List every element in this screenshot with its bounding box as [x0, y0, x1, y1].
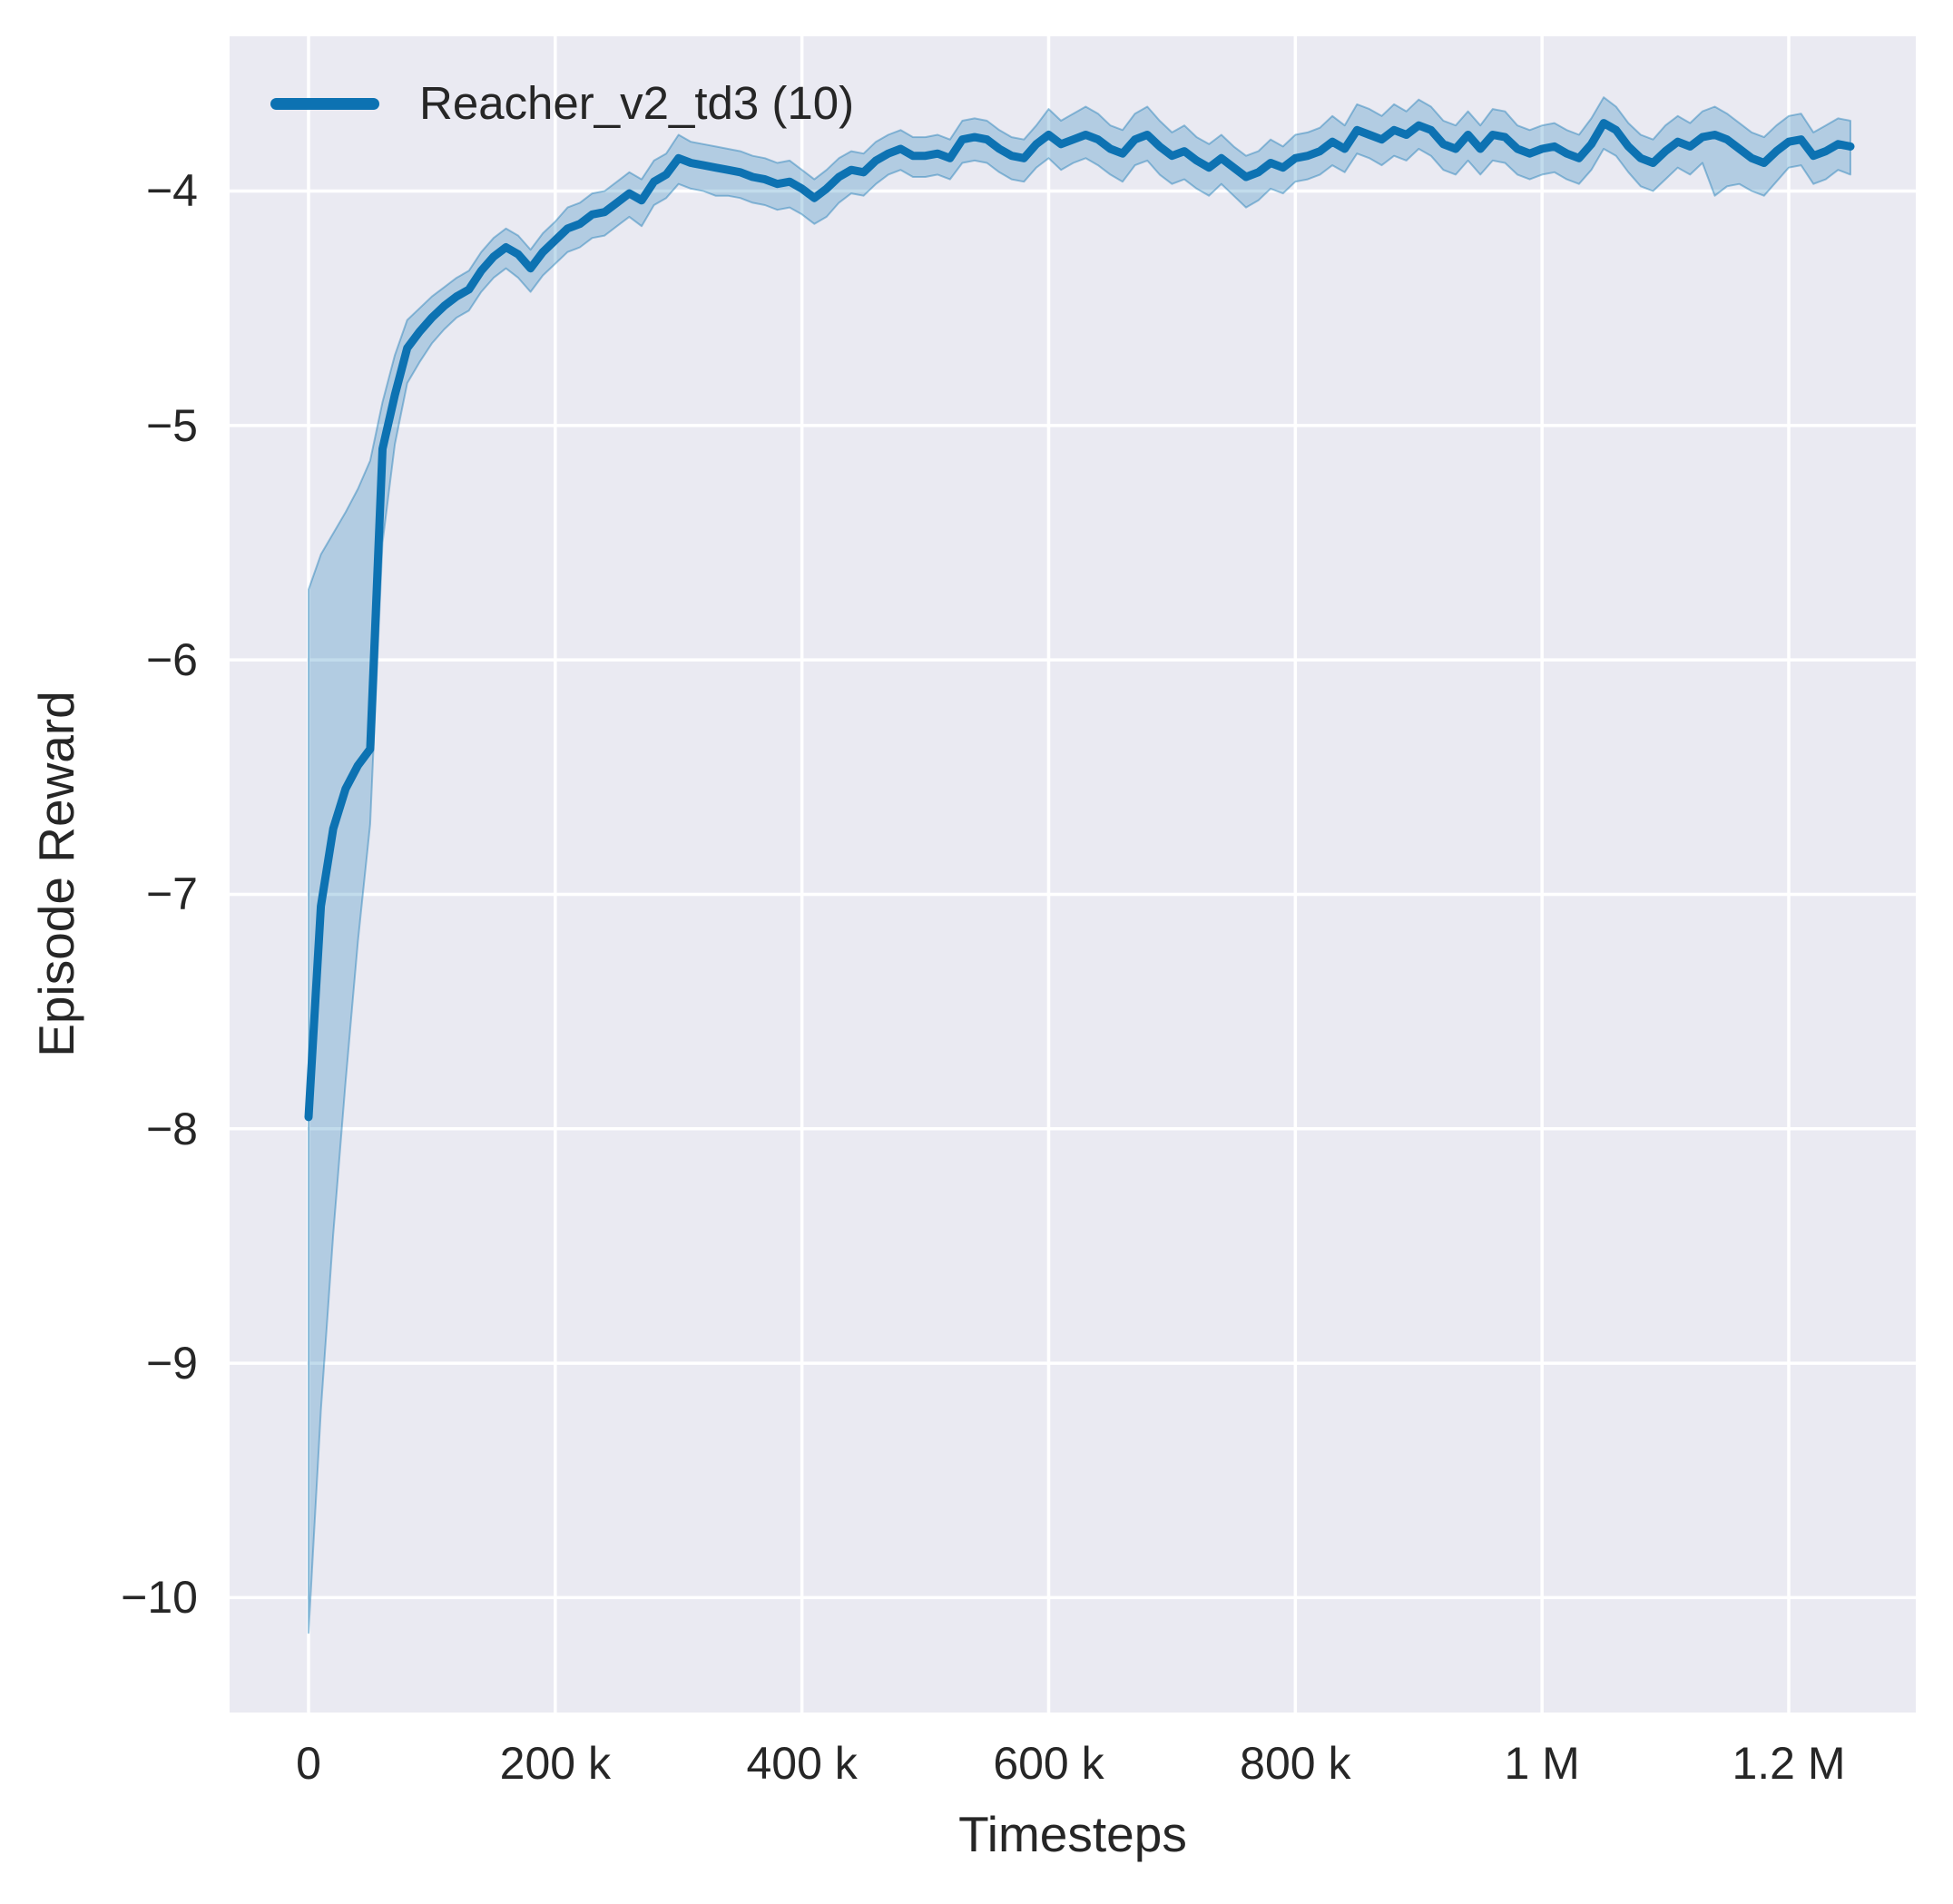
y-tick-label: −9: [145, 1338, 198, 1389]
legend-line-sample: [270, 97, 379, 110]
y-tick-label: −8: [145, 1103, 198, 1154]
x-tick-label: 0: [296, 1738, 321, 1789]
x-tick-label: 1.2 M: [1732, 1738, 1846, 1789]
y-tick-label: −6: [145, 634, 198, 686]
y-tick-label: −5: [145, 399, 198, 451]
y-axis-label: Episode Reward: [28, 691, 84, 1057]
y-tick-label: −7: [145, 869, 198, 920]
y-tick-label: −10: [121, 1572, 198, 1624]
x-tick-label: 200 k: [499, 1738, 611, 1789]
legend-label: Reacher_v2_td3 (10): [419, 77, 855, 129]
x-tick-label: 400 k: [746, 1738, 858, 1789]
x-tick-label: 600 k: [993, 1738, 1104, 1789]
x-axis-label: Timesteps: [958, 1806, 1187, 1862]
chart-canvas: [230, 36, 1916, 1713]
x-tick-label: 800 k: [1240, 1738, 1351, 1789]
y-tick-label: −4: [145, 165, 198, 217]
x-tick-label: 1 M: [1504, 1738, 1580, 1789]
mean-reward-line: [304, 119, 1855, 1122]
legend: Reacher_v2_td3 (10): [270, 78, 854, 129]
plot-area: Reacher_v2_td3 (10): [230, 36, 1916, 1713]
confidence-band: [308, 96, 1851, 1634]
